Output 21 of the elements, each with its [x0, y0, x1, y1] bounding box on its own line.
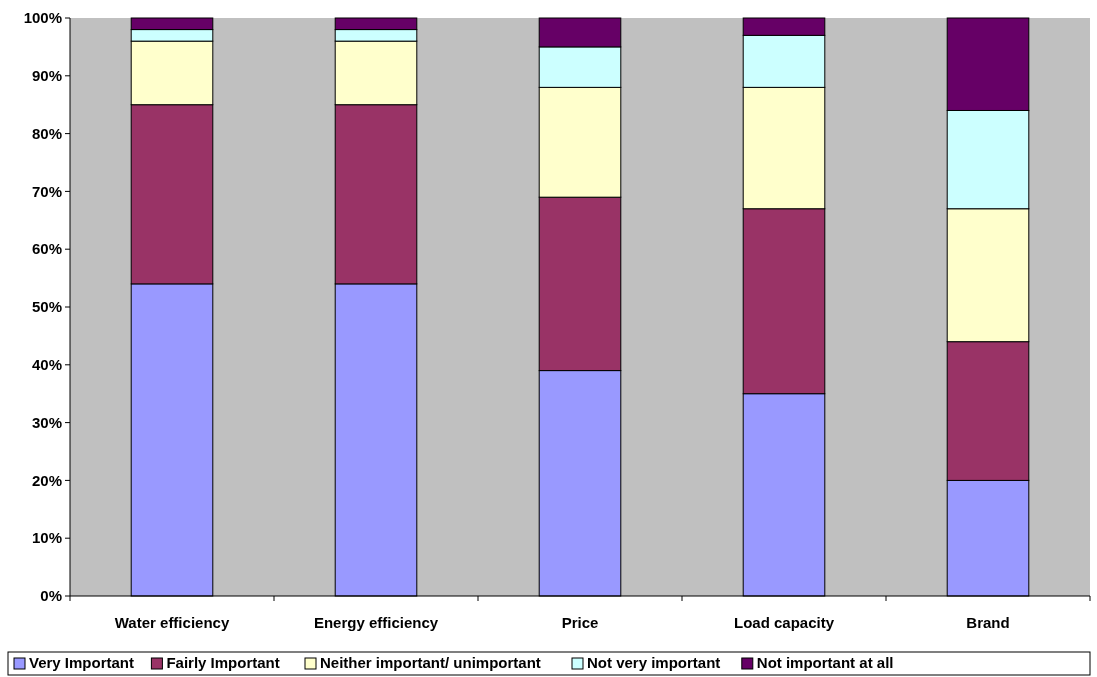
y-tick-label: 60% [31, 240, 62, 258]
legend-label: Very Important [29, 654, 135, 671]
y-tick-label: 50% [31, 298, 62, 316]
y-tick-label: 0% [40, 587, 62, 605]
y-tick-label: 90% [31, 67, 62, 85]
y-tick-label: 40% [31, 356, 62, 374]
x-tick-label: Price [561, 614, 599, 631]
x-tick-label: Water efficiency [114, 614, 230, 631]
legend-label: Fairly Important [166, 654, 280, 671]
x-tick-label: Brand [966, 614, 1010, 631]
x-tick-label: Energy efficiency [313, 614, 439, 631]
y-tick-label: 80% [31, 124, 62, 142]
y-tick-label: 20% [31, 471, 62, 489]
y-tick-label: 70% [31, 182, 62, 200]
y-tick-label: 30% [31, 413, 62, 431]
y-tick-label: 10% [31, 529, 62, 547]
legend-label: Not very important [587, 654, 721, 671]
x-tick-label: Load capacity [733, 614, 835, 631]
y-tick-label: 100% [23, 9, 62, 27]
legend-label: Neither important/ unimportant [320, 654, 541, 671]
legend-label: Not important at all [756, 654, 894, 671]
